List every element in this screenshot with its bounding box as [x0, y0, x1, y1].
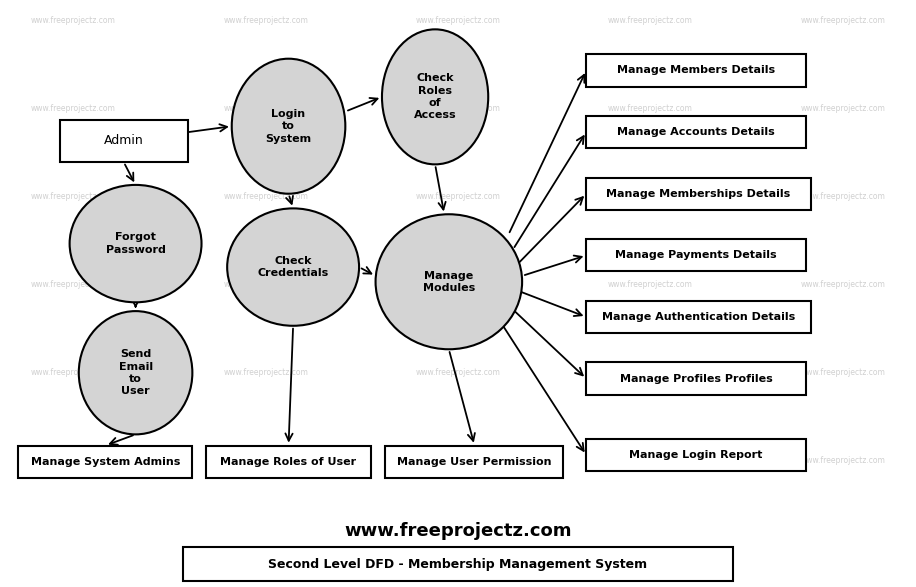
Text: www.freeprojectz.com: www.freeprojectz.com [416, 280, 500, 289]
FancyBboxPatch shape [385, 446, 563, 478]
FancyBboxPatch shape [586, 54, 806, 86]
Text: www.freeprojectz.com: www.freeprojectz.com [31, 456, 115, 465]
FancyBboxPatch shape [586, 363, 806, 395]
FancyBboxPatch shape [586, 239, 806, 271]
Text: www.freeprojectz.com: www.freeprojectz.com [224, 192, 308, 201]
Text: www.freeprojectz.com: www.freeprojectz.com [31, 104, 115, 113]
Ellipse shape [376, 214, 522, 349]
FancyBboxPatch shape [206, 446, 371, 478]
Text: Manage Roles of User: Manage Roles of User [221, 457, 356, 467]
Text: Second Level DFD - Membership Management System: Second Level DFD - Membership Management… [268, 558, 648, 571]
FancyBboxPatch shape [586, 116, 806, 148]
Text: www.freeprojectz.com: www.freeprojectz.com [224, 280, 308, 289]
Text: www.freeprojectz.com: www.freeprojectz.com [224, 104, 308, 113]
FancyBboxPatch shape [586, 177, 811, 210]
Text: www.freeprojectz.com: www.freeprojectz.com [608, 456, 692, 465]
Text: Manage System Admins: Manage System Admins [30, 457, 180, 467]
Text: www.freeprojectz.com: www.freeprojectz.com [416, 192, 500, 201]
Ellipse shape [227, 208, 359, 326]
Text: Login
to
System: Login to System [266, 109, 311, 144]
Text: Manage Accounts Details: Manage Accounts Details [617, 127, 775, 137]
Text: www.freeprojectz.com: www.freeprojectz.com [416, 368, 500, 377]
Text: www.freeprojectz.com: www.freeprojectz.com [31, 192, 115, 201]
FancyBboxPatch shape [183, 547, 733, 581]
FancyBboxPatch shape [18, 446, 192, 478]
Ellipse shape [382, 29, 488, 164]
Text: Manage Members Details: Manage Members Details [617, 65, 775, 76]
Text: www.freeprojectz.com: www.freeprojectz.com [801, 16, 885, 25]
Text: www.freeprojectz.com: www.freeprojectz.com [416, 456, 500, 465]
Text: www.freeprojectz.com: www.freeprojectz.com [608, 280, 692, 289]
Text: www.freeprojectz.com: www.freeprojectz.com [801, 192, 885, 201]
FancyBboxPatch shape [60, 120, 188, 162]
Text: www.freeprojectz.com: www.freeprojectz.com [31, 280, 115, 289]
Text: Manage User Permission: Manage User Permission [397, 457, 551, 467]
Text: www.freeprojectz.com: www.freeprojectz.com [224, 368, 308, 377]
Text: www.freeprojectz.com: www.freeprojectz.com [416, 16, 500, 25]
Text: Check
Credentials: Check Credentials [257, 256, 329, 278]
Text: www.freeprojectz.com: www.freeprojectz.com [608, 192, 692, 201]
Text: www.freeprojectz.com: www.freeprojectz.com [31, 368, 115, 377]
Text: www.freeprojectz.com: www.freeprojectz.com [801, 456, 885, 465]
Text: www.freeprojectz.com: www.freeprojectz.com [416, 104, 500, 113]
Text: Admin: Admin [104, 134, 144, 147]
Text: www.freeprojectz.com: www.freeprojectz.com [608, 16, 692, 25]
Text: www.freeprojectz.com: www.freeprojectz.com [801, 280, 885, 289]
FancyBboxPatch shape [586, 439, 806, 471]
Text: www.freeprojectz.com: www.freeprojectz.com [344, 522, 572, 540]
Text: Manage Profiles Profiles: Manage Profiles Profiles [620, 373, 772, 384]
Text: Manage Login Report: Manage Login Report [629, 450, 763, 460]
Text: Check
Roles
of
Access: Check Roles of Access [414, 73, 456, 120]
Text: www.freeprojectz.com: www.freeprojectz.com [801, 104, 885, 113]
Text: Manage Payments Details: Manage Payments Details [616, 250, 777, 261]
Text: www.freeprojectz.com: www.freeprojectz.com [608, 368, 692, 377]
Text: Send
Email
to
User: Send Email to User [118, 349, 153, 396]
Text: Manage
Modules: Manage Modules [422, 271, 475, 293]
Text: www.freeprojectz.com: www.freeprojectz.com [224, 16, 308, 25]
Text: Manage Authentication Details: Manage Authentication Details [602, 312, 795, 322]
Text: www.freeprojectz.com: www.freeprojectz.com [801, 368, 885, 377]
FancyBboxPatch shape [586, 301, 811, 333]
Ellipse shape [232, 59, 345, 194]
Ellipse shape [70, 185, 202, 302]
Ellipse shape [79, 311, 192, 434]
Text: www.freeprojectz.com: www.freeprojectz.com [608, 104, 692, 113]
Text: Manage Memberships Details: Manage Memberships Details [606, 188, 791, 199]
Text: www.freeprojectz.com: www.freeprojectz.com [224, 456, 308, 465]
Text: Forgot
Password: Forgot Password [105, 232, 166, 255]
Text: www.freeprojectz.com: www.freeprojectz.com [31, 16, 115, 25]
